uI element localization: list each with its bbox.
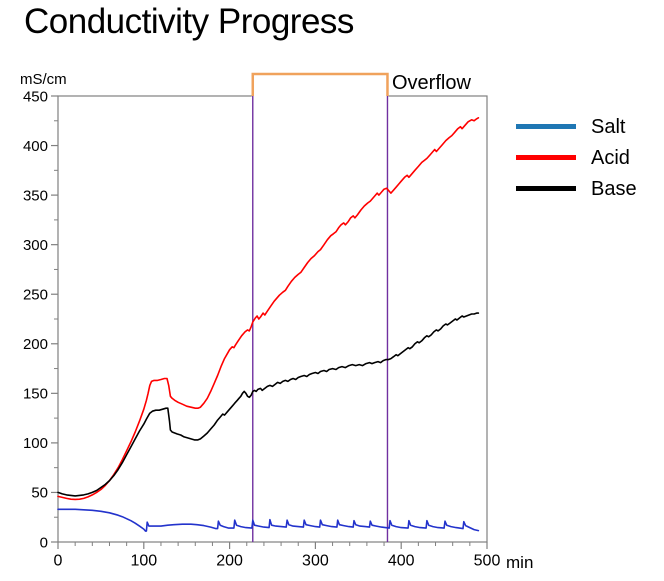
series-line-base bbox=[57, 312, 480, 497]
legend-swatch-acid bbox=[516, 155, 576, 160]
y-tick-label: 200 bbox=[23, 336, 48, 353]
x-tick-label: 100 bbox=[130, 552, 157, 569]
series-line-salt bbox=[57, 508, 480, 532]
y-tick-label: 450 bbox=[23, 88, 48, 105]
x-tick-label: 200 bbox=[216, 552, 243, 569]
overflow-box bbox=[251, 72, 389, 96]
legend-item: Base bbox=[516, 173, 637, 204]
legend-item: Salt bbox=[516, 111, 637, 142]
series-line-acid bbox=[57, 117, 480, 501]
legend: Salt Acid Base bbox=[516, 111, 637, 204]
y-tick-label: 300 bbox=[23, 237, 48, 254]
legend-label: Acid bbox=[591, 146, 630, 169]
y-tick-label: 100 bbox=[23, 435, 48, 452]
overflow-box-fill bbox=[251, 73, 389, 97]
legend-item: Acid bbox=[516, 142, 637, 173]
x-tick-label: 0 bbox=[54, 552, 63, 569]
y-tick-label: 350 bbox=[23, 187, 48, 204]
y-tick-label: 400 bbox=[23, 138, 48, 155]
x-tick-label: 400 bbox=[388, 552, 415, 569]
x-axis-unit-label: min bbox=[506, 553, 534, 572]
y-tick-label: 0 bbox=[40, 534, 48, 551]
plot-border bbox=[57, 95, 488, 543]
y-tick-label: 250 bbox=[23, 286, 48, 303]
chart-title: Conductivity Progress bbox=[24, 2, 354, 41]
y-tick-label: 50 bbox=[31, 485, 48, 502]
overflow-annotation-label: Overflow bbox=[392, 72, 471, 94]
y-tick-label: 150 bbox=[23, 386, 48, 403]
x-tick-label: 300 bbox=[302, 552, 329, 569]
legend-swatch-base bbox=[516, 186, 576, 191]
x-tick-label: 500 bbox=[474, 552, 501, 569]
legend-label: Base bbox=[591, 177, 637, 200]
y-axis-unit-label: mS/cm bbox=[20, 71, 67, 88]
legend-label: Salt bbox=[591, 115, 626, 138]
legend-swatch-salt bbox=[516, 124, 576, 129]
